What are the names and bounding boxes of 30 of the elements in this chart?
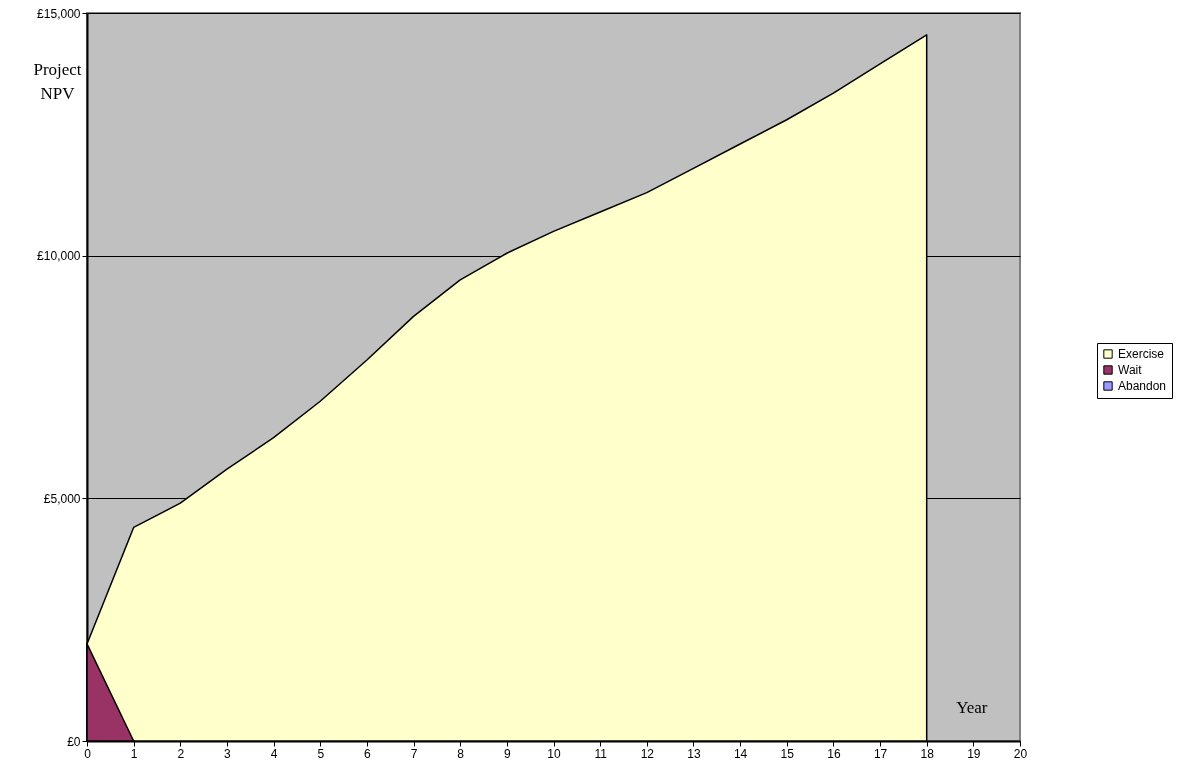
x-axis-title: Year [956,697,988,717]
x-tick-label: 4 [270,746,278,761]
x-tick-label: 8 [457,746,465,761]
x-tick-label: 18 [920,746,935,761]
x-tick-label: 13 [687,746,701,761]
y-tick-label: £5,000 [43,491,81,506]
y-tick-label: £15,000 [37,6,81,21]
x-tick-label: 3 [224,746,232,761]
x-tick-label: 10 [547,746,561,761]
x-tick-label: 9 [504,746,512,761]
x-tick-label: 7 [410,746,418,761]
x-tick-label: 2 [177,746,185,761]
x-tick-label: 5 [317,746,325,761]
x-tick-label: 12 [640,746,655,761]
x-tick-label: 0 [84,746,92,761]
x-tick-label: 14 [733,746,748,761]
x-tick-label: 1 [130,746,138,761]
legend-label: Wait [1118,363,1143,377]
x-tick-label: 16 [827,746,841,761]
x-tick-label: 6 [364,746,372,761]
x-tick-label: 15 [780,746,795,761]
x-tick-label: 17 [873,746,888,761]
x-tick-label: 11 [594,746,608,761]
x-tick-label: 20 [1013,746,1028,761]
legend-label: Exercise [1118,347,1165,361]
y-axis-title: Project NPV [33,59,82,103]
y-tick-label: £10,000 [37,249,81,264]
legend-label: Abandon [1118,379,1167,393]
x-tick-label: 19 [967,746,981,761]
y-tick-label: £0 [67,734,81,749]
